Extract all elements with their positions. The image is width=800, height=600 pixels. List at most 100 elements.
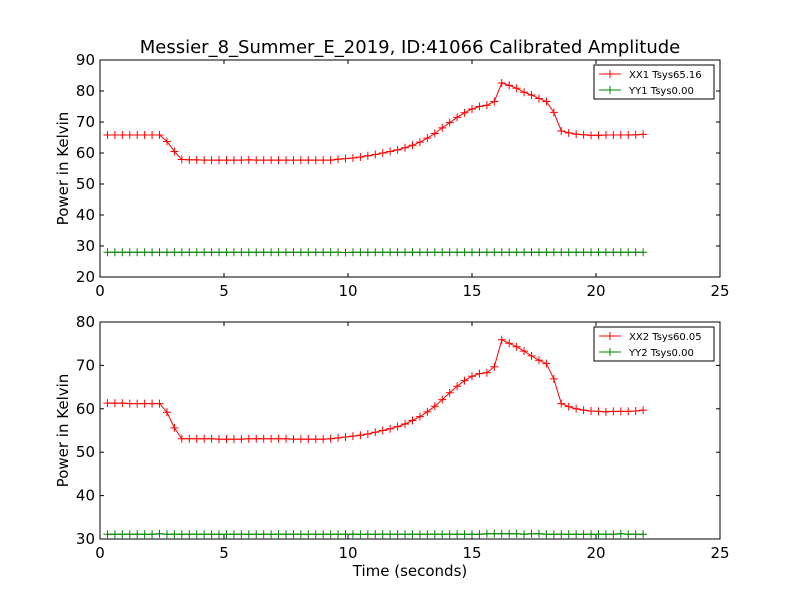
data-point bbox=[527, 351, 536, 360]
data-point bbox=[363, 530, 372, 539]
data-point bbox=[624, 131, 633, 140]
data-point bbox=[430, 530, 439, 539]
data-point bbox=[311, 530, 320, 539]
data-point bbox=[289, 248, 298, 257]
data-point bbox=[475, 530, 484, 539]
data-point bbox=[125, 399, 134, 408]
data-point bbox=[438, 530, 447, 539]
data-point bbox=[110, 530, 119, 539]
data-point bbox=[319, 530, 328, 539]
y-tick-label: 70 bbox=[76, 356, 95, 374]
series-yy1 bbox=[103, 248, 648, 257]
data-point bbox=[110, 131, 119, 140]
data-point bbox=[118, 399, 127, 408]
data-point bbox=[259, 156, 268, 165]
data-point bbox=[445, 530, 454, 539]
data-point bbox=[401, 143, 410, 152]
data-point bbox=[408, 248, 417, 257]
data-point bbox=[378, 530, 387, 539]
data-point bbox=[594, 530, 603, 539]
data-point bbox=[534, 356, 543, 365]
data-point bbox=[393, 248, 402, 257]
data-point bbox=[371, 248, 380, 257]
data-point bbox=[438, 248, 447, 257]
data-point bbox=[155, 399, 164, 408]
data-point bbox=[453, 248, 462, 257]
data-point bbox=[363, 248, 372, 257]
data-point bbox=[415, 530, 424, 539]
y-tick-label: 50 bbox=[76, 175, 95, 193]
legend-marker bbox=[606, 86, 614, 94]
data-point bbox=[415, 412, 424, 421]
data-point bbox=[133, 248, 142, 257]
data-point bbox=[296, 156, 305, 165]
data-point bbox=[587, 131, 596, 140]
data-point bbox=[557, 248, 566, 257]
data-point bbox=[587, 530, 596, 539]
legend-marker bbox=[606, 70, 614, 78]
data-point bbox=[267, 248, 276, 257]
data-point bbox=[453, 382, 462, 391]
data-point bbox=[237, 530, 246, 539]
data-point bbox=[594, 248, 603, 257]
data-point bbox=[438, 123, 447, 132]
data-point bbox=[393, 145, 402, 154]
x-tick-label: 20 bbox=[586, 282, 605, 300]
data-point bbox=[252, 434, 261, 443]
data-point bbox=[579, 248, 588, 257]
x-tick-label: 20 bbox=[586, 544, 605, 562]
legend-box bbox=[593, 64, 715, 100]
data-point bbox=[177, 530, 186, 539]
data-point bbox=[259, 434, 268, 443]
data-point bbox=[348, 530, 357, 539]
data-point bbox=[520, 88, 529, 97]
data-point bbox=[319, 156, 328, 165]
data-point bbox=[334, 248, 343, 257]
data-point bbox=[229, 435, 238, 444]
data-point bbox=[542, 359, 551, 368]
data-point bbox=[200, 530, 209, 539]
data-point bbox=[527, 248, 536, 257]
data-point bbox=[348, 248, 357, 257]
data-point bbox=[282, 530, 290, 539]
data-point bbox=[639, 530, 648, 539]
legend: XX1 Tsys65.16 YY1 Tsys0.00 bbox=[593, 64, 715, 100]
data-point bbox=[296, 248, 305, 257]
y-tick-label: 80 bbox=[76, 82, 95, 100]
data-point bbox=[229, 156, 238, 165]
data-point bbox=[624, 530, 633, 539]
data-point bbox=[423, 248, 432, 257]
data-point bbox=[244, 248, 253, 257]
data-point bbox=[326, 434, 335, 443]
data-point bbox=[296, 530, 305, 539]
data-point bbox=[401, 530, 410, 539]
data-point bbox=[490, 529, 499, 538]
data-point bbox=[215, 248, 224, 257]
data-point bbox=[371, 428, 380, 437]
data-point bbox=[490, 97, 499, 106]
data-point bbox=[222, 530, 231, 539]
data-point bbox=[356, 431, 365, 440]
data-point bbox=[363, 429, 372, 438]
data-point bbox=[341, 433, 350, 442]
data-point bbox=[148, 530, 157, 539]
legend-label: YY1 Tsys0.00 bbox=[628, 86, 694, 97]
data-point bbox=[534, 94, 543, 103]
data-point bbox=[148, 131, 157, 140]
data-point bbox=[155, 131, 164, 140]
data-point bbox=[624, 248, 633, 257]
data-point bbox=[453, 530, 462, 539]
y-tick-label: 60 bbox=[76, 400, 95, 418]
top-plot-panel: 0 5 10 15 20 25 20 30 40 50 60 70 80 90 Power in Kelvi… bbox=[54, 51, 730, 300]
data-point bbox=[594, 407, 603, 416]
y-tick-label: 20 bbox=[76, 268, 95, 286]
data-point bbox=[497, 78, 506, 87]
data-point bbox=[401, 419, 410, 428]
legend-label: XX1 Tsys65.16 bbox=[629, 70, 702, 81]
data-point bbox=[289, 156, 298, 165]
data-point bbox=[430, 248, 439, 257]
data-point bbox=[609, 407, 618, 416]
data-point bbox=[534, 248, 543, 257]
data-point bbox=[319, 435, 328, 444]
data-point bbox=[215, 530, 224, 539]
